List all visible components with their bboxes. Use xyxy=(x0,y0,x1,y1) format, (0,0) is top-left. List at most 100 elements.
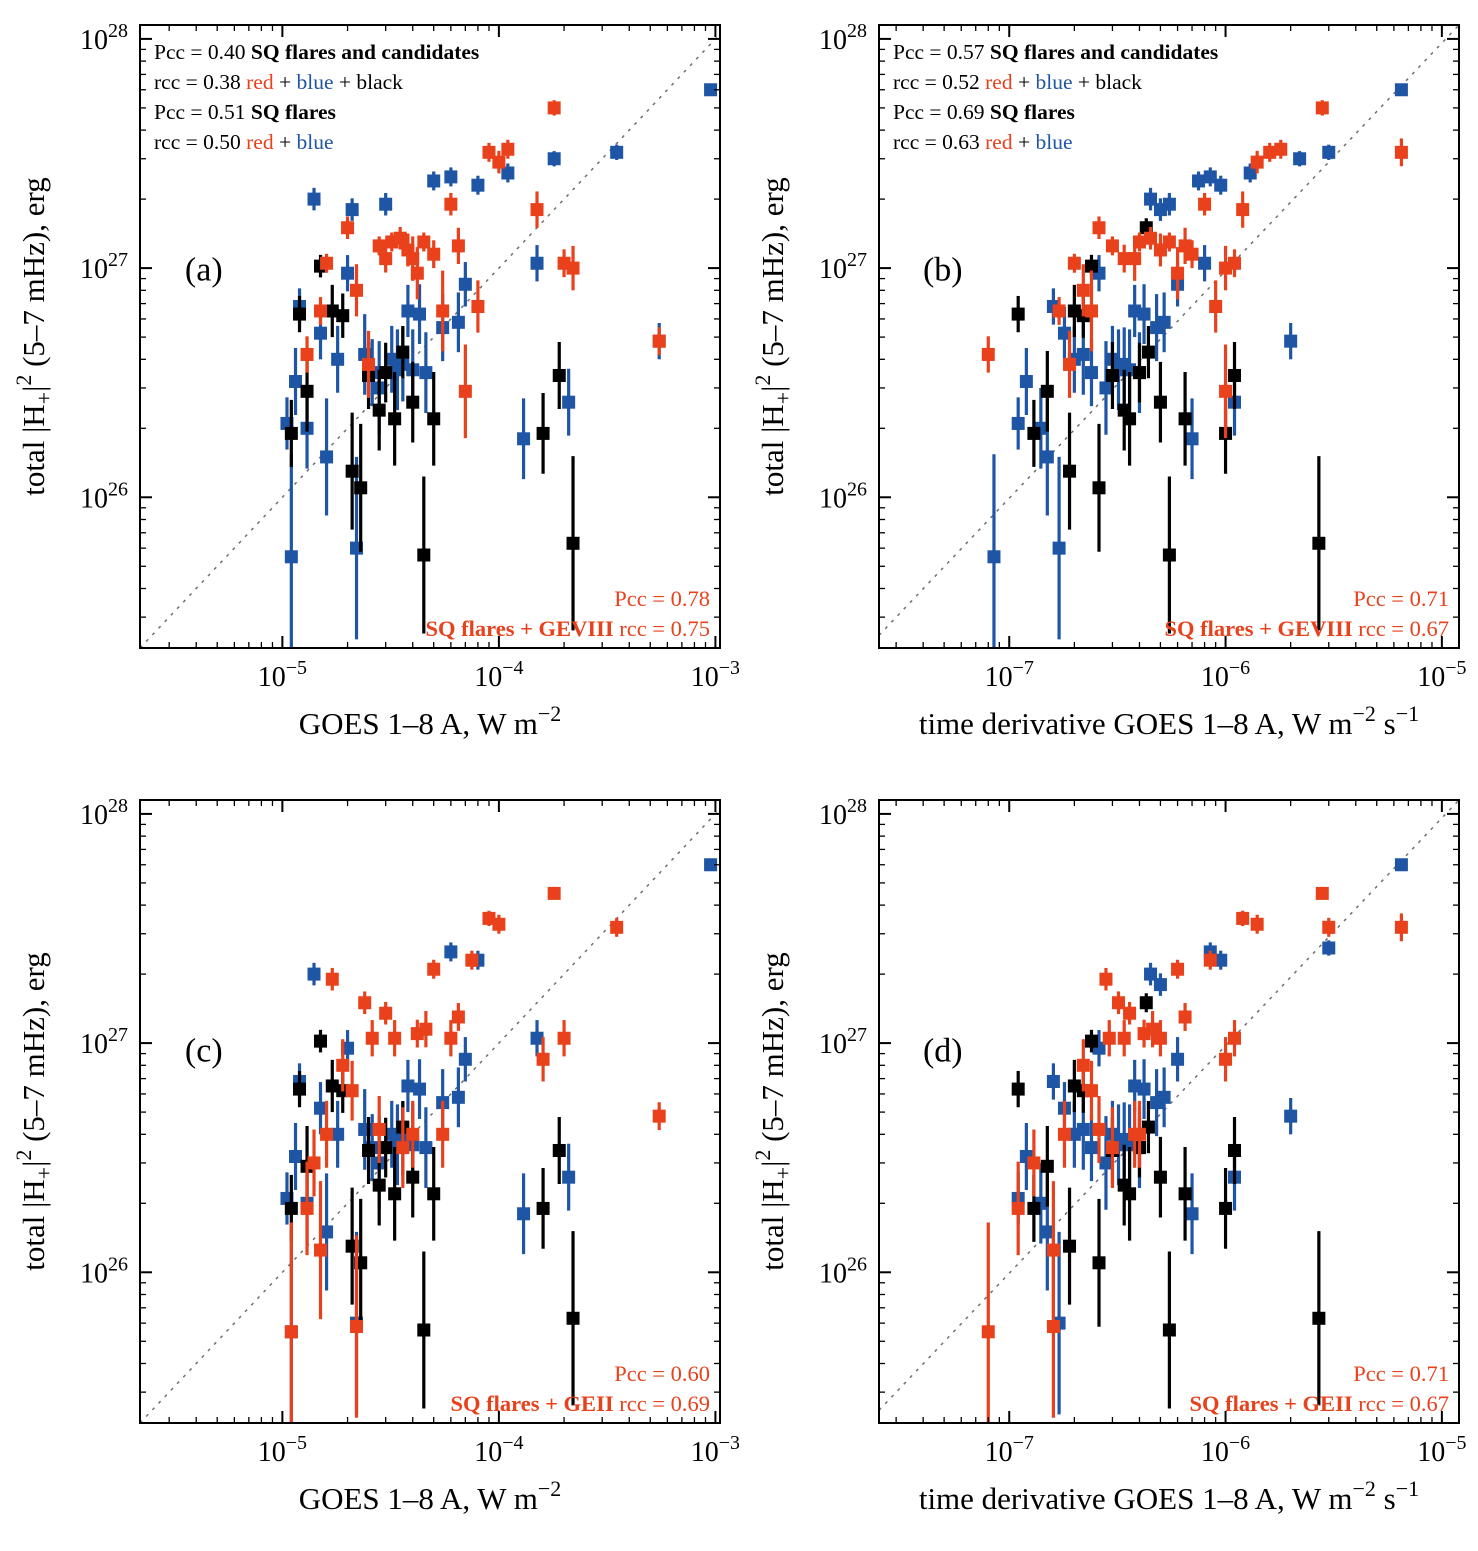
data-point xyxy=(1228,1031,1242,1045)
fit-annotation: Pcc = 0.71 xyxy=(1353,586,1449,611)
data-point xyxy=(358,996,372,1010)
data-point xyxy=(1198,197,1212,211)
data-point xyxy=(1102,1031,1116,1045)
data-point xyxy=(652,334,666,348)
y-tick-label: 1026 xyxy=(819,478,867,514)
data-point xyxy=(458,277,472,291)
data-point xyxy=(341,266,355,280)
data-point xyxy=(1171,266,1185,280)
data-point xyxy=(1322,920,1336,934)
y-tick-label: 1028 xyxy=(819,20,867,56)
data-point xyxy=(350,283,364,297)
data-point xyxy=(419,366,433,380)
data-point xyxy=(471,178,485,192)
data-point xyxy=(307,1156,321,1170)
data-point xyxy=(427,1187,441,1201)
data-point xyxy=(1178,1010,1192,1024)
data-point xyxy=(314,1034,328,1048)
data-point xyxy=(1214,178,1228,192)
y-tick-label: 1028 xyxy=(80,20,128,56)
axis-ticks xyxy=(879,25,1459,648)
data-point xyxy=(417,235,431,249)
data-point xyxy=(320,1225,334,1239)
x-axis-label: time derivative GOES 1–8 A, W m−2 s−1 xyxy=(919,1476,1419,1516)
correlation-annotation: Pcc = 0.57 SQ flares and candidates xyxy=(893,40,1218,64)
data-point xyxy=(293,1082,307,1096)
x-tick-label: 10−3 xyxy=(691,657,739,693)
data-point xyxy=(1112,996,1126,1010)
data-point xyxy=(1063,357,1077,371)
data-point xyxy=(1052,304,1066,318)
panel-c: 10−5 10−4 10−3 1026 1027 1028 GOES 1–8 A, W m−… xyxy=(0,775,739,1551)
data-point xyxy=(1137,1082,1151,1096)
panel-letter: (a) xyxy=(185,251,223,288)
data-point xyxy=(1394,920,1408,934)
fit-annotation: SQ flares + GEII rcc = 0.67 xyxy=(1190,1391,1449,1416)
reference-dashed-line xyxy=(140,808,720,1423)
x-tick-label: 10−4 xyxy=(474,657,523,693)
y-tick-label: 1026 xyxy=(80,1253,128,1289)
data-point xyxy=(1040,384,1054,398)
y-axis-label: total |H+|2 (5–7 mHz), erg xyxy=(750,952,795,1271)
data-point xyxy=(552,1143,566,1157)
data-point xyxy=(1312,536,1326,550)
fit-annotation: Pcc = 0.78 xyxy=(614,586,710,611)
data-point xyxy=(1144,967,1158,981)
data-point xyxy=(379,1141,393,1155)
data-point xyxy=(1322,145,1336,159)
data-point xyxy=(293,307,307,321)
data-point xyxy=(1284,334,1298,348)
data-point xyxy=(419,1022,433,1036)
y-tick-label: 1027 xyxy=(819,249,867,285)
data-point xyxy=(1092,1122,1106,1136)
data-point xyxy=(1203,953,1217,967)
data-point xyxy=(536,426,550,440)
data-point xyxy=(1105,368,1119,382)
data-point xyxy=(1178,239,1192,253)
data-point xyxy=(362,357,376,371)
data-point xyxy=(1084,1084,1098,1098)
data-point xyxy=(465,953,479,967)
data-point xyxy=(1117,252,1131,266)
chart-panel-c: 10−5 10−4 10−3 1026 1027 1028 GOES 1–8 A, W m−… xyxy=(11,795,739,1516)
series-sq-flares-blue xyxy=(280,858,718,1423)
data-point xyxy=(1153,1031,1167,1045)
x-tick-label: 10−5 xyxy=(258,657,307,693)
data-point xyxy=(1250,917,1264,931)
data-point xyxy=(379,1006,393,1020)
data-point xyxy=(1063,1239,1077,1253)
data-point xyxy=(320,450,334,464)
data-point xyxy=(1123,1006,1137,1020)
data-point xyxy=(1019,375,1033,389)
data-point xyxy=(388,1031,402,1045)
data-point xyxy=(1153,395,1167,409)
series-sq-flares-geii-red xyxy=(284,886,666,1423)
data-point xyxy=(981,1325,995,1339)
data-point xyxy=(325,304,339,318)
data-point xyxy=(413,1082,427,1096)
panel-a: 10−5 10−4 10−3 1026 1027 1028 GOES 1–8 A, W m−… xyxy=(0,0,739,775)
data-point xyxy=(427,174,441,188)
data-point xyxy=(1040,450,1054,464)
data-point xyxy=(704,858,718,872)
data-point xyxy=(1132,1127,1146,1141)
data-point xyxy=(1092,481,1106,495)
data-point xyxy=(1063,464,1077,478)
data-point xyxy=(1394,83,1408,97)
data-point xyxy=(427,962,441,976)
axis-ticks xyxy=(879,800,1459,1423)
data-point xyxy=(413,307,427,321)
data-point xyxy=(379,366,393,380)
data-point xyxy=(1084,259,1098,273)
data-point xyxy=(1139,996,1153,1010)
data-point xyxy=(1243,166,1257,180)
data-point xyxy=(610,920,624,934)
data-point xyxy=(1263,145,1277,159)
data-point xyxy=(393,231,407,245)
data-point xyxy=(1040,1225,1054,1239)
data-point xyxy=(1293,152,1307,166)
data-point xyxy=(401,304,415,318)
data-point xyxy=(704,83,718,97)
data-point xyxy=(501,166,515,180)
x-tick-label: 10−6 xyxy=(1201,1432,1250,1468)
